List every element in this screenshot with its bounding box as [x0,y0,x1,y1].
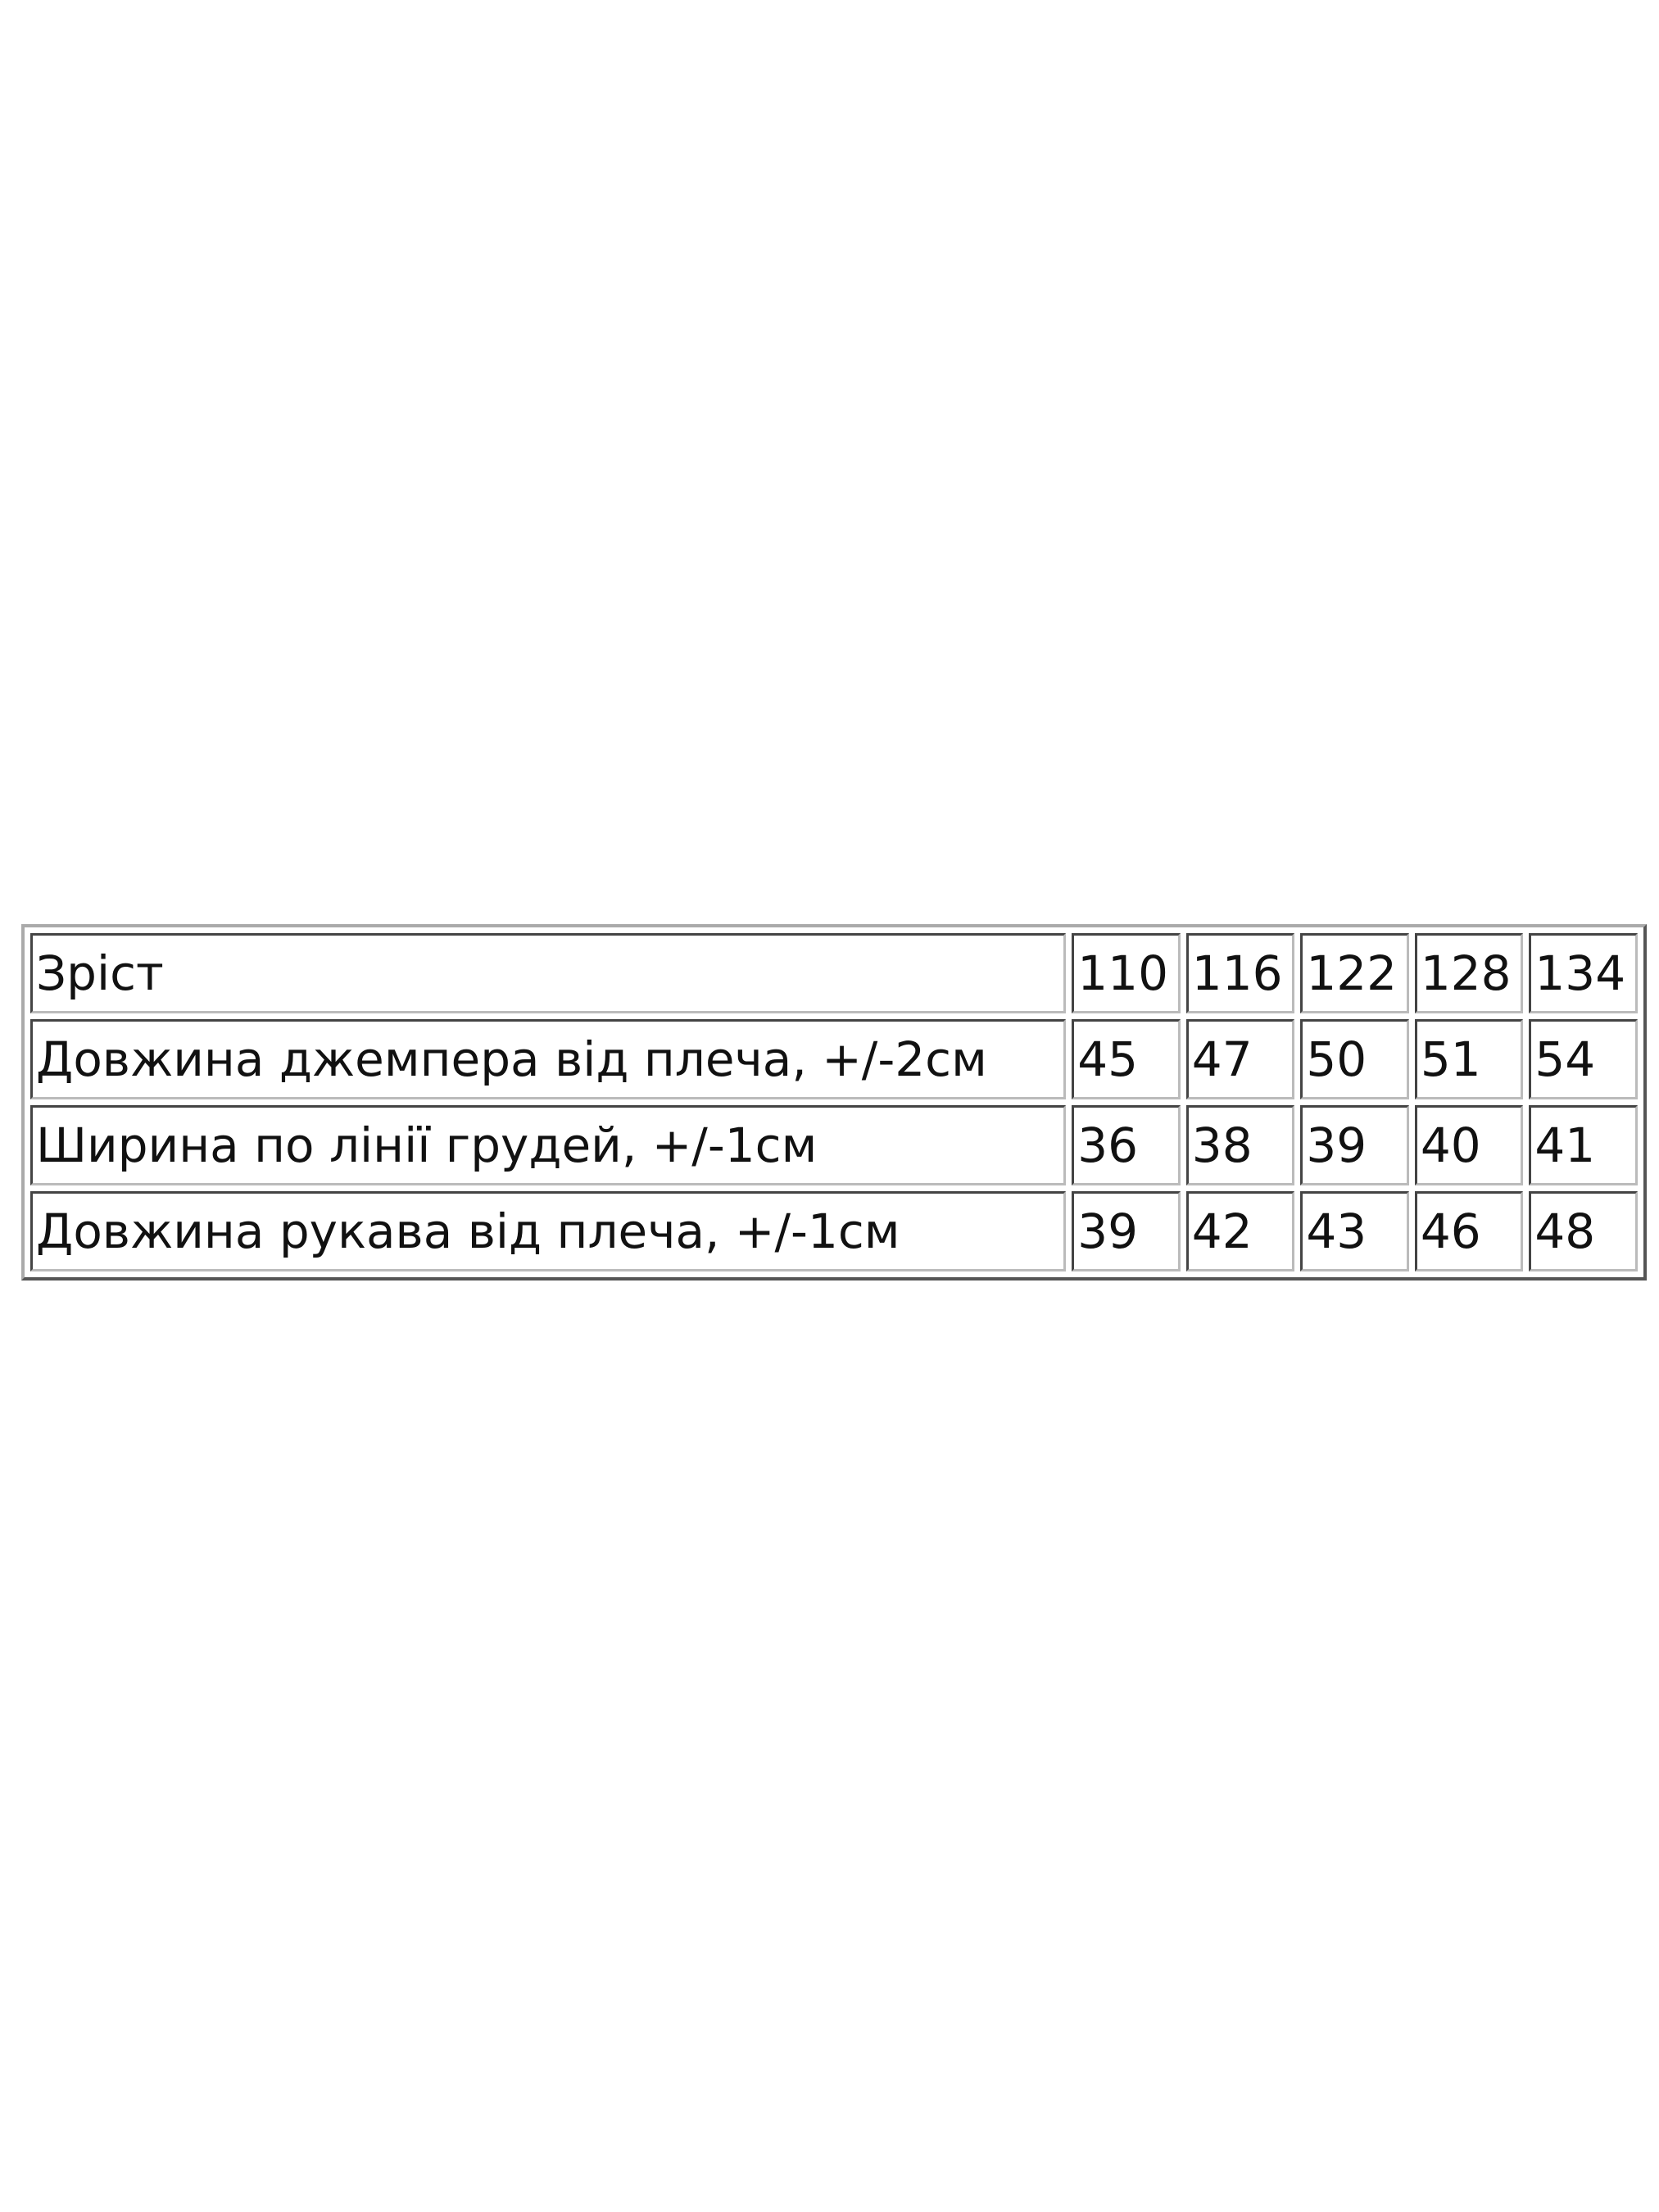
header-row: Зріст 110 116 122 128 134 [30,933,1638,1013]
measurement-cell: 39 [1072,1191,1181,1271]
size-header-cell: 110 [1072,933,1181,1013]
measurement-cell: 41 [1529,1105,1638,1185]
measurement-cell: 42 [1185,1191,1295,1271]
measurement-cell: 47 [1185,1019,1295,1099]
row-label: Ширина по лінії грудей, +/-1см [30,1105,1067,1185]
measurement-cell: 43 [1300,1191,1409,1271]
row-label: Довжина джемпера від плеча, +/-2см [30,1019,1067,1099]
size-table: Зріст 110 116 122 128 134 Довжина джемпера від… [21,924,1647,1281]
measurement-cell: 38 [1185,1105,1295,1185]
measurement-cell: 39 [1300,1105,1409,1185]
size-header-cell: 122 [1300,933,1409,1013]
measurement-cell: 40 [1414,1105,1524,1185]
size-header-cell: 116 [1185,933,1295,1013]
measurement-cell: 54 [1529,1019,1638,1099]
row-label: Зріст [30,933,1067,1013]
row-label: Довжина рукава від плеча, +/-1см [30,1191,1067,1271]
table-row: Довжина рукава від плеча, +/-1см 39 42 43 46… [30,1191,1638,1271]
measurement-cell: 51 [1414,1019,1524,1099]
measurement-cell: 36 [1072,1105,1181,1185]
measurement-cell: 48 [1529,1191,1638,1271]
size-header-cell: 128 [1414,933,1524,1013]
measurement-cell: 50 [1300,1019,1409,1099]
measurement-cell: 46 [1414,1191,1524,1271]
table-row: Ширина по лінії грудей, +/-1см 36 38 39 40 41 [30,1105,1638,1185]
table-row: Довжина джемпера від плеча, +/-2см 45 47 50… [30,1019,1638,1099]
size-header-cell: 134 [1529,933,1638,1013]
measurement-cell: 45 [1072,1019,1181,1099]
